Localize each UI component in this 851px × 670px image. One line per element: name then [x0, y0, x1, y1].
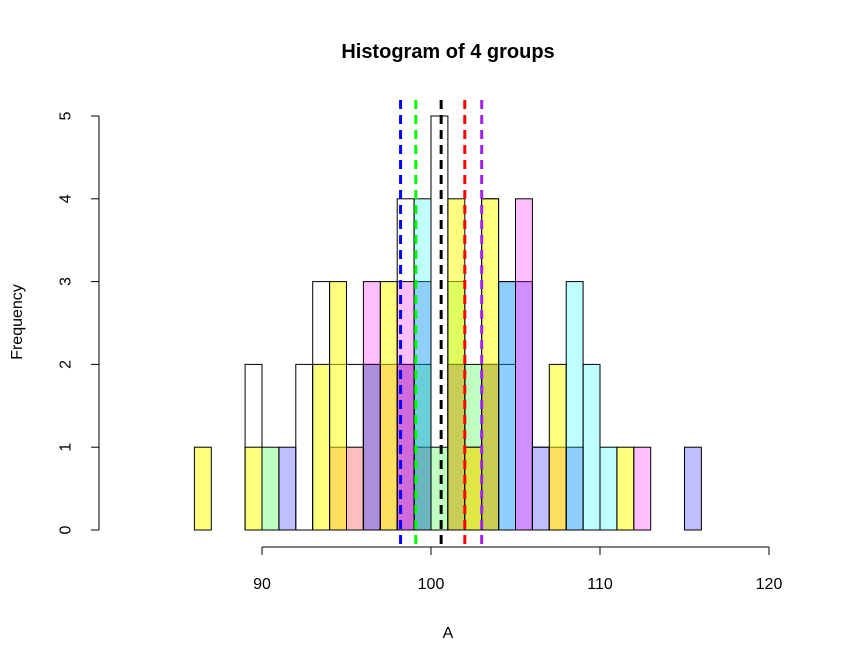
histogram-bar [447, 198, 466, 531]
histogram-bar [498, 281, 517, 531]
histogram-bar [193, 446, 212, 531]
histogram-bar [278, 446, 297, 531]
histogram-bar [599, 446, 618, 531]
histogram-bar [379, 281, 398, 531]
histogram-bar [346, 446, 364, 531]
x-tick-label: 100 [418, 576, 445, 593]
histogram-bar [464, 446, 483, 531]
histogram-bars [193, 115, 702, 531]
y-tick-label: 2 [58, 360, 75, 369]
histogram-bar [261, 446, 280, 531]
y-axis: 0 1 2 3 4 5 [58, 111, 100, 534]
x-axis-label: A [443, 625, 454, 642]
x-tick-label: 90 [253, 576, 271, 593]
histogram-bar [582, 363, 601, 531]
histogram-bar [633, 446, 652, 531]
histogram-bar [616, 446, 635, 531]
histogram-bar [312, 363, 331, 531]
x-tick-label: 110 [587, 576, 613, 593]
histogram-bar [684, 446, 702, 531]
x-tick-label: 120 [756, 576, 783, 593]
y-tick-label: 0 [58, 525, 75, 534]
y-tick-label: 5 [58, 111, 75, 120]
chart-title: Histogram of 4 groups [341, 41, 554, 63]
series-group-6 [413, 198, 618, 531]
histogram-bar [548, 363, 567, 531]
histogram-bar [329, 281, 348, 531]
histogram-bar [565, 281, 584, 531]
y-tick-label: 3 [58, 277, 75, 286]
histogram-bar [515, 198, 533, 531]
y-axis-label: Frequency [9, 284, 26, 360]
histogram-bar [430, 446, 449, 531]
histogram-bar [295, 363, 314, 531]
x-axis: 90 100 110 120 [253, 546, 783, 593]
histogram-bar [481, 198, 500, 531]
histogram-bar [531, 446, 550, 531]
histogram-bar [244, 446, 263, 531]
y-tick-label: 4 [58, 194, 75, 203]
y-tick-label: 1 [58, 443, 75, 452]
histogram-bar [362, 281, 381, 531]
